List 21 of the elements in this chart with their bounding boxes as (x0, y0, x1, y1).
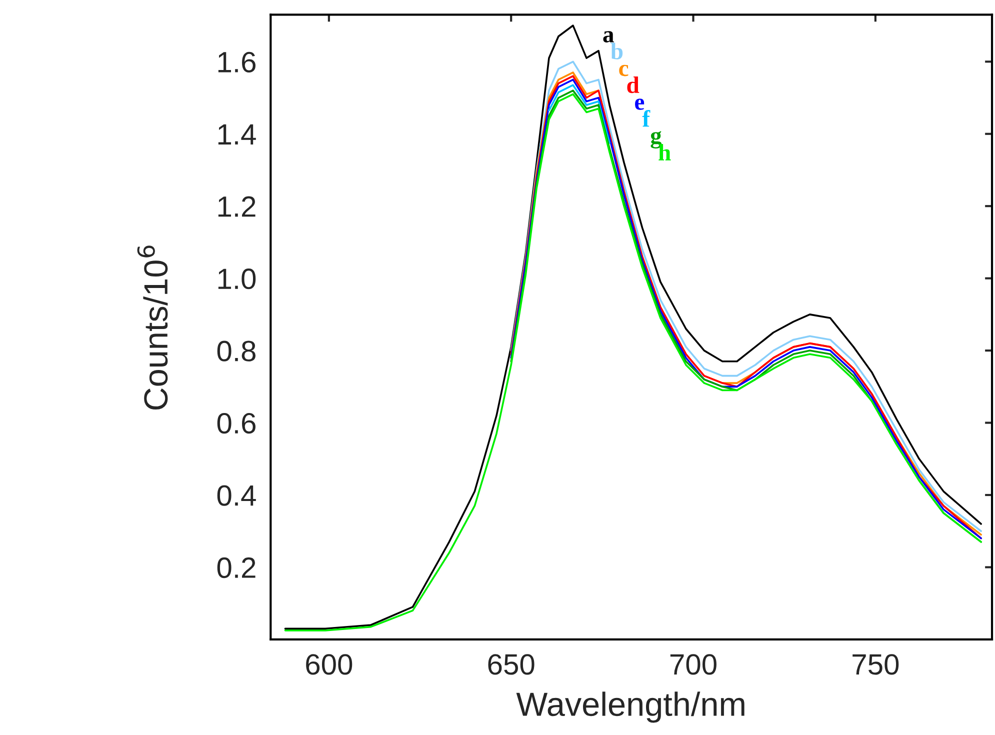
y-tick-label: 0.8 (217, 340, 256, 362)
series-label: c (619, 64, 628, 76)
x-tick-label: 700 (670, 654, 716, 675)
y-tick-label: 0.4 (217, 485, 256, 506)
line-series (548, 84, 610, 144)
series-label: d (627, 76, 640, 94)
y-tick-label: 0.6 (217, 412, 256, 434)
series-label: f (642, 110, 650, 127)
x-tick-label: 750 (852, 654, 899, 675)
x-tick-label: 600 (306, 654, 352, 675)
y-tick-label: 1.2 (218, 196, 256, 217)
y-axis-title: Counts/10$^{6}$ (137, 246, 168, 410)
y-tick-label: 1.0 (218, 268, 256, 290)
x-tick-label: 650 (488, 654, 534, 675)
y-tick-label: 0.2 (217, 557, 256, 578)
y-tick-label: 1.4 (218, 124, 256, 144)
series-label: b (610, 42, 623, 60)
y-tick-label: 1.6 (218, 52, 256, 72)
series-label: e (635, 98, 644, 110)
x-axis-title: Wavelength/nm (516, 692, 744, 723)
series-label: a (603, 31, 614, 42)
